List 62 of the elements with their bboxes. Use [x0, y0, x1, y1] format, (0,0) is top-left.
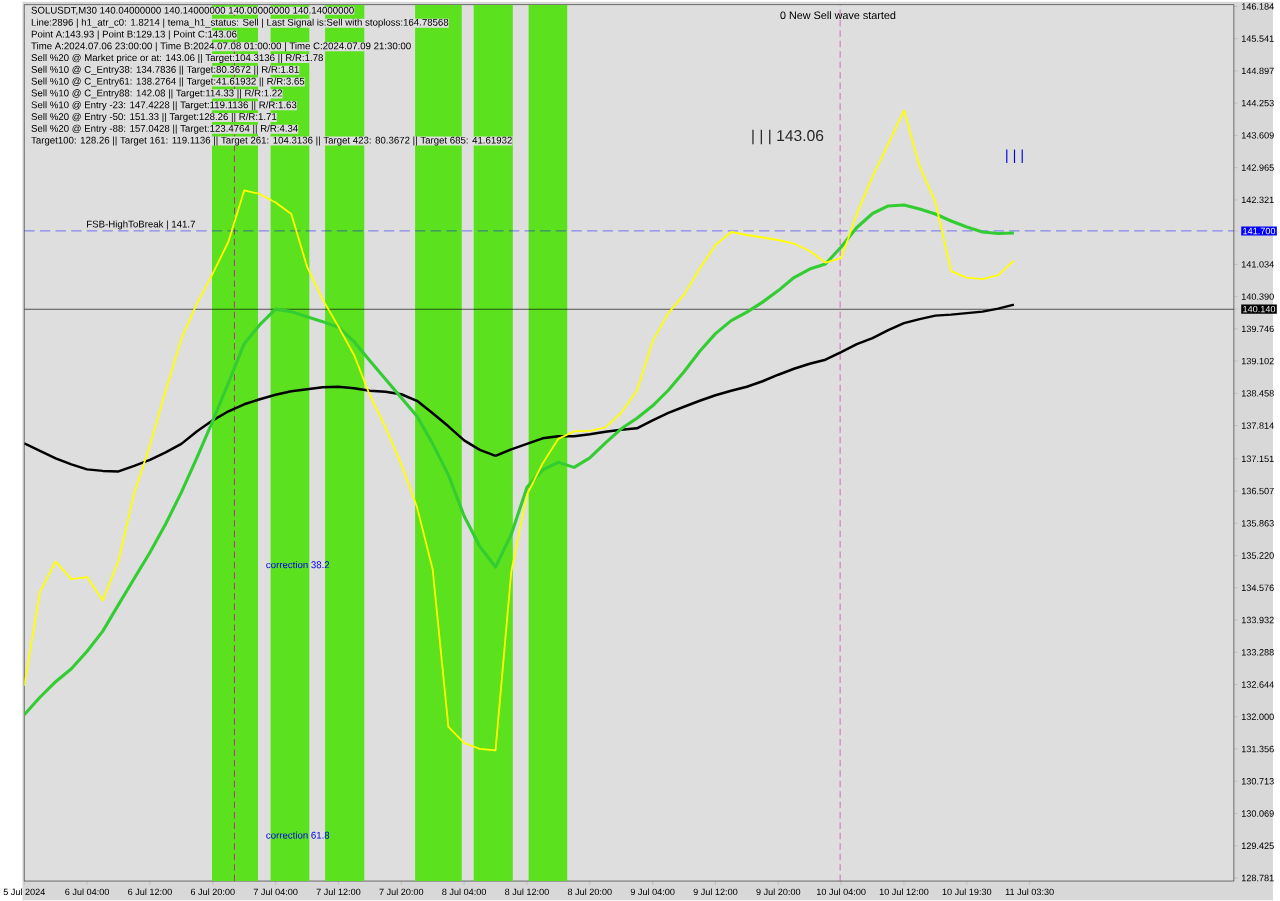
annotation: Time A:2024.07.06 23:00:00 | Time B:2024.07.08 01:00:00 | Time C:2024.07.09 21:30:00: [31, 42, 411, 52]
x-tick-label: 9 Jul 12:00: [693, 888, 738, 896]
annotation: Sell %10 @ Entry -23: 147.4228 || Target:119.1136 || R/R:1.63: [31, 101, 297, 111]
x-tick-label: 6 Jul 12:00: [128, 888, 172, 896]
y-tick-label: 139.746: [1241, 325, 1274, 333]
y-tick-label: 133.288: [1241, 649, 1274, 656]
y-tick-label: 132.000: [1241, 713, 1274, 721]
y-tick-label: 137.151: [1241, 455, 1274, 463]
annotation: Sell %20 @ Market price or at: 143.06 || Target:104.3136 || R/R:1.78: [31, 54, 323, 64]
x-tick-label: 8 Jul 04:00: [442, 888, 487, 896]
x-tick-label: 7 Jul 12:00: [316, 888, 361, 896]
y-tick-label: 145.541: [1241, 35, 1274, 43]
y-tick-label: 134.576: [1241, 584, 1274, 592]
y-tick-label: 141.034: [1241, 261, 1274, 268]
y-tick-label: 130.069: [1241, 810, 1274, 817]
annotation: Sell %20 @ Entry -50: 151.33 || Target:128.26 || R/R:1.71: [31, 113, 277, 123]
y-tick-label: 144.253: [1241, 100, 1274, 107]
x-tick-label: 10 Jul 04:00: [816, 888, 866, 896]
y-tick-label: 136.507: [1241, 488, 1274, 495]
y-tick-label: 129.425: [1241, 842, 1274, 850]
y-tick-label: 142.965: [1241, 164, 1274, 172]
y-tick-label: 141.700: [1243, 227, 1276, 235]
annotation: Sell %10 @ C_Entry61: 138.2764 || Target:41.61932 || R/R:3.65: [31, 77, 305, 87]
y-tick-label: 143.609: [1241, 132, 1274, 139]
x-tick-label: 10 Jul 12:00: [879, 888, 929, 896]
y-tick-label: 140.390: [1241, 293, 1274, 301]
y-tick-label: 128.781: [1241, 874, 1274, 882]
x-tick-label: 11 Jul 03:30: [1005, 888, 1054, 896]
annotation: Sell %10 @ C_Entry38: 134.7836 || Target:80.3672 || R/R:1.81: [31, 65, 299, 76]
annotation: Line:2896 | h1_atr_c0: 1.8214 | tema_h1_status: Sell | Last Signal is:Sell with stoploss:164.78568: [31, 18, 449, 28]
x-tick-label: 9 Jul 04:00: [630, 888, 675, 896]
x-tick-label: 6 Jul 04:00: [65, 888, 110, 896]
annotation: | | |: [1006, 149, 1023, 164]
y-tick-label: 142.321: [1241, 196, 1274, 204]
x-tick-label: 6 Jul 20:00: [190, 888, 235, 896]
y-tick-label: 139.102: [1241, 358, 1274, 365]
x-tick-label: 8 Jul 20:00: [567, 888, 612, 896]
x-tick-label: 5 Jul 2024: [3, 888, 46, 896]
y-tick-label: 138.458: [1241, 390, 1274, 397]
annotation: Sell %20 @ Entry -88: 157.0428 || Target:123.4764 || R/R:4.34: [31, 124, 298, 134]
annotation: Point A:143.93 | Point B:129.13 | Point C:143.06: [31, 30, 237, 40]
annotation: Target100: 128.26 || Target 161: 119.1136 || Target 261: 104.3136 || Target 423: 80.3672 || Target 685: 41.61932: [31, 136, 512, 146]
y-tick-label: 133.932: [1241, 617, 1274, 624]
y-tick-label: 135.220: [1241, 552, 1274, 559]
y-tick-label: 140.140: [1243, 306, 1276, 313]
y-tick-label: 131.356: [1241, 746, 1274, 753]
y-tick-label: 132.644: [1241, 681, 1274, 688]
y-tick-label: 130.713: [1241, 778, 1274, 785]
y-tick-label: 137.814: [1241, 422, 1274, 430]
x-tick-label: 7 Jul 20:00: [379, 888, 424, 896]
annotation: SOLUSDT,M30 140.04000000 140.14000000 140.00000000 140.14000000: [31, 7, 354, 15]
x-tick-label: 7 Jul 04:00: [253, 888, 298, 896]
annotation: 0 New Sell wave started: [780, 11, 896, 20]
annotation: | | | 143.06: [752, 129, 824, 145]
y-tick-label: 135.863: [1241, 520, 1274, 527]
x-tick-label: 9 Jul 20:00: [756, 888, 801, 896]
x-tick-label: 10 Jul 19:30: [942, 888, 992, 896]
x-tick-label: 8 Jul 12:00: [505, 888, 549, 896]
ref-line-label: FSB-HighToBreak | 141.7: [87, 220, 195, 230]
y-tick-label: 144.897: [1241, 67, 1274, 75]
annotation: Sell %10 @ C_Entry88: 142.08 || Target:114.33 || R/R:1.22: [31, 89, 283, 99]
y-tick-label: 146.184: [1241, 3, 1274, 10]
